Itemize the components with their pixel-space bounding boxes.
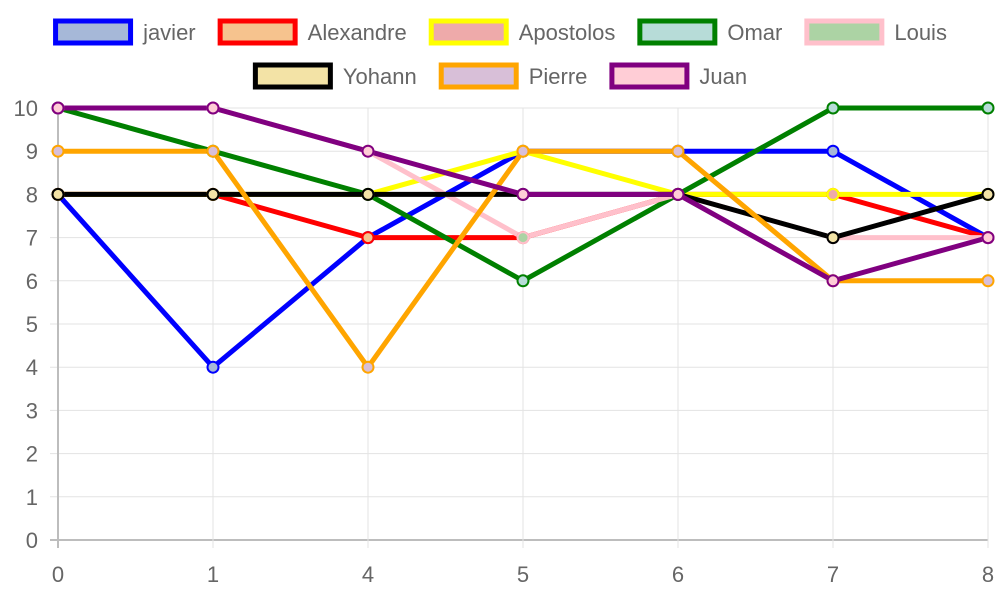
legend-item-juan[interactable]: Juan	[609, 62, 747, 90]
data-point-apostolos[interactable]	[826, 187, 840, 201]
data-point-omar[interactable]	[826, 101, 840, 115]
x-tick-label: 0	[52, 562, 64, 587]
data-point-javier[interactable]	[206, 360, 220, 374]
grid	[50, 107, 989, 548]
legend-label: Louis	[894, 20, 947, 45]
x-tick-label: 5	[517, 562, 529, 587]
data-point-pierre[interactable]	[51, 144, 65, 158]
legend-item-louis[interactable]: Louis	[804, 18, 947, 46]
x-tick-label: 1	[207, 562, 219, 587]
data-point-javier[interactable]	[826, 144, 840, 158]
legend-swatch	[804, 18, 885, 46]
y-tick-label: 2	[26, 442, 38, 467]
legend-swatch	[252, 62, 333, 90]
legend-swatch	[53, 18, 134, 46]
y-tick-label: 4	[26, 355, 38, 380]
data-point-pierre[interactable]	[671, 144, 685, 158]
legend-swatch	[609, 62, 690, 90]
y-tick-label: 10	[14, 96, 38, 121]
data-point-juan[interactable]	[51, 101, 65, 115]
series-markers	[51, 101, 995, 374]
data-point-juan[interactable]	[361, 144, 375, 158]
legend-label: Apostolos	[519, 20, 616, 45]
y-tick-label: 5	[26, 312, 38, 337]
legend-item-apostolos[interactable]: Apostolos	[428, 18, 616, 46]
y-tick-label: 8	[26, 182, 38, 207]
data-point-pierre[interactable]	[516, 144, 530, 158]
y-tick-label: 9	[26, 139, 38, 164]
legend-label: Omar	[727, 20, 782, 45]
y-tick-label: 0	[26, 528, 38, 553]
data-point-pierre[interactable]	[206, 144, 220, 158]
axes: 0 1 2 3 4 5 6 7 8 9 10 0 1 4 5 6 7 8	[14, 96, 995, 587]
y-tick-label: 7	[26, 226, 38, 251]
legend-label: Alexandre	[308, 20, 407, 45]
data-point-louis[interactable]	[516, 231, 530, 245]
data-point-yohann[interactable]	[826, 231, 840, 245]
data-point-juan[interactable]	[981, 231, 995, 245]
y-tick-label: 3	[26, 398, 38, 423]
data-point-yohann[interactable]	[51, 187, 65, 201]
data-point-alexandre[interactable]	[361, 231, 375, 245]
legend-label: javier	[142, 20, 196, 45]
legend-item-javier[interactable]: javier	[53, 18, 196, 46]
legend-swatch	[637, 18, 718, 46]
data-point-juan[interactable]	[206, 101, 220, 115]
legend-swatch	[217, 18, 298, 46]
legend: javier Alexandre Apostolos Omar Louis Yohann P…	[53, 18, 947, 90]
legend-swatch	[428, 18, 509, 46]
x-tick-label: 7	[827, 562, 839, 587]
x-tick-label: 4	[362, 562, 374, 587]
legend-label: Yohann	[343, 64, 417, 89]
legend-item-omar[interactable]: Omar	[637, 18, 783, 46]
data-point-yohann[interactable]	[206, 187, 220, 201]
data-point-omar[interactable]	[981, 101, 995, 115]
data-point-juan[interactable]	[826, 274, 840, 288]
data-point-omar[interactable]	[516, 274, 530, 288]
data-point-juan[interactable]	[516, 187, 530, 201]
x-tick-label: 8	[982, 562, 994, 587]
legend-swatch	[438, 62, 519, 90]
x-tick-label: 6	[672, 562, 684, 587]
legend-label: Juan	[699, 64, 747, 89]
data-point-yohann[interactable]	[981, 187, 995, 201]
data-point-pierre[interactable]	[361, 360, 375, 374]
legend-item-yohann[interactable]: Yohann	[252, 62, 417, 90]
legend-item-alexandre[interactable]: Alexandre	[217, 18, 407, 46]
data-point-juan[interactable]	[671, 187, 685, 201]
y-tick-label: 6	[26, 269, 38, 294]
data-point-pierre[interactable]	[981, 274, 995, 288]
legend-label: Pierre	[529, 64, 588, 89]
y-tick-label: 1	[26, 485, 38, 510]
data-point-yohann[interactable]	[361, 187, 375, 201]
legend-item-pierre[interactable]: Pierre	[438, 62, 588, 90]
